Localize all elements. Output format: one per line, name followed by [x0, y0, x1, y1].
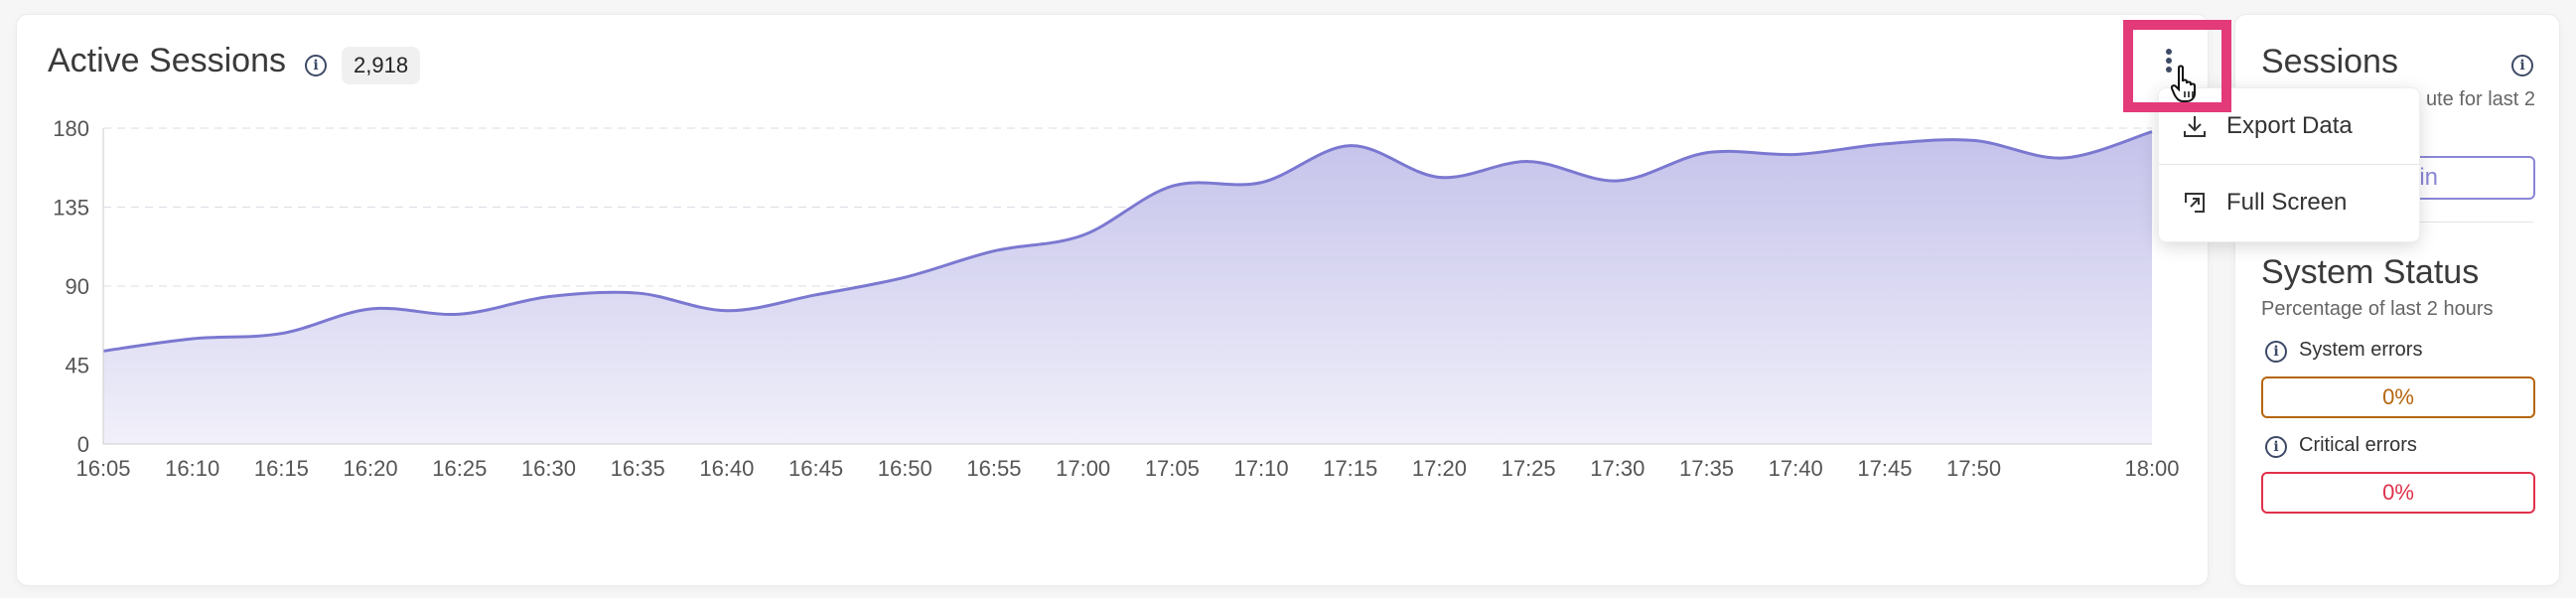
area-fill: [103, 131, 2152, 445]
critical-errors-label: Critical errors: [2299, 434, 2417, 456]
x-tick-label: 17:35: [1679, 456, 1734, 481]
x-tick-label: 17:05: [1145, 456, 1200, 481]
x-tick-label: 17:30: [1590, 456, 1645, 481]
y-tick-label: 45: [66, 354, 89, 378]
info-icon[interactable]: i: [2511, 55, 2533, 76]
y-tick-label: 90: [66, 274, 89, 299]
menu-item-export-data[interactable]: Export Data: [2159, 88, 2419, 164]
menu-item-label: Export Data: [2226, 112, 2353, 139]
series-line: [102, 130, 2153, 353]
x-tick-label: 17:25: [1502, 456, 1556, 481]
highlight-box: [2123, 20, 2231, 112]
x-tick-label: 17:00: [1056, 456, 1110, 481]
x-tick-label: 18:00: [2124, 456, 2179, 481]
download-icon: [2184, 116, 2206, 137]
critical-errors-value: 0%: [2261, 472, 2535, 514]
x-tick-label: 16:40: [699, 456, 754, 481]
x-tick-label: 17:20: [1412, 456, 1467, 481]
x-tick-label: 16:50: [878, 456, 932, 481]
x-tick-label: 16:15: [254, 456, 309, 481]
system-errors-value: 0%: [2261, 376, 2535, 418]
x-tick-label: 16:10: [165, 456, 219, 481]
sessions-chart: 0 45 90 135 180 16:05 16:10 16:15 16:20 16:25 16:3…: [53, 116, 2179, 481]
y-tick-label: 135: [53, 196, 89, 221]
x-tick-label: 17:40: [1769, 456, 1823, 481]
sessions-title: Sessions: [2261, 43, 2398, 80]
x-tick-label: 16:25: [432, 456, 487, 481]
x-tick-label: 17:15: [1323, 456, 1377, 481]
x-tick-label: 16:45: [788, 456, 843, 481]
x-tick-label: 17:50: [1946, 456, 2001, 481]
x-tick-label: 16:05: [75, 456, 130, 481]
more-vertical-icon[interactable]: [2165, 48, 2179, 74]
y-tick-label: 180: [53, 116, 89, 141]
x-tick-label: 16:30: [521, 456, 576, 481]
chart-options-menu: Export Data Full Screen: [2158, 87, 2420, 242]
menu-item-full-screen[interactable]: Full Screen: [2159, 165, 2419, 240]
expand-icon: [2185, 193, 2205, 213]
info-icon[interactable]: i: [2265, 341, 2287, 363]
system-errors-label: System errors: [2299, 339, 2423, 361]
info-icon[interactable]: i: [2265, 436, 2287, 458]
y-tick-label: 0: [77, 432, 89, 457]
page-title: Active Sessions: [48, 42, 286, 79]
system-status-subtitle: Percentage of last 2 hours: [2261, 298, 2494, 320]
total-badge: 2,918: [342, 47, 421, 84]
sessions-subtitle: ute for last 2: [2425, 88, 2535, 110]
info-icon[interactable]: i: [305, 55, 327, 76]
x-tick-label: 16:55: [966, 456, 1021, 481]
x-tick-label: 17:10: [1234, 456, 1289, 481]
x-tick-label: 16:20: [344, 456, 398, 481]
hand-cursor-icon: [2171, 65, 2196, 102]
menu-divider: [2159, 164, 2419, 165]
x-tick-label: 17:45: [1857, 456, 1912, 481]
x-tick-label: 16:35: [611, 456, 665, 481]
system-status-title: System Status: [2261, 253, 2480, 291]
menu-item-label: Full Screen: [2226, 189, 2348, 216]
